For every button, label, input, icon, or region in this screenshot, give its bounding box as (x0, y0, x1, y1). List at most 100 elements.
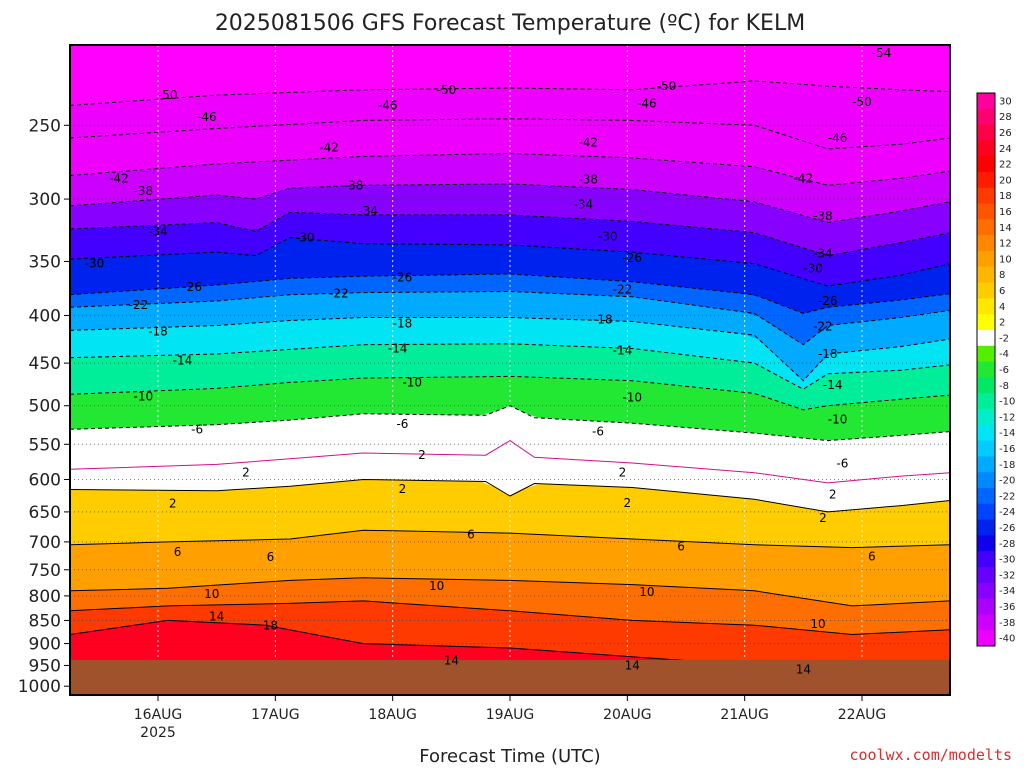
x-axis-label: Forecast Time (UTC) (419, 746, 600, 767)
isotherm-label: 14 (796, 663, 811, 677)
colorbar-label: 4 (999, 302, 1005, 313)
isotherm-label: -22 (813, 319, 833, 333)
isotherm-label: -18 (593, 312, 613, 326)
isotherm-label: -34 (148, 224, 168, 238)
isotherm-6 (70, 529, 950, 549)
colorbar-label: 22 (999, 160, 1012, 171)
colorbar-swatch (977, 108, 995, 126)
isotherm-label: 2 (242, 466, 250, 480)
colorbar-label: 8 (999, 270, 1005, 281)
isotherm-label: 14 (444, 653, 459, 667)
colorbar-label: 16 (999, 207, 1012, 218)
isotherm-label: 2 (624, 496, 632, 510)
colorbar-label: 6 (999, 286, 1005, 297)
isotherm-label: -50 (437, 83, 457, 97)
colorbar-swatch (977, 456, 995, 473)
colorbar-swatch (977, 345, 995, 363)
x-tick-label: 21AUG (720, 707, 769, 723)
isotherm--2 (70, 440, 950, 484)
y-tick-label: 900 (29, 635, 61, 655)
y-tick-label: 700 (29, 533, 61, 553)
colorbar-label: 12 (999, 239, 1012, 250)
isotherm--22 (70, 290, 950, 346)
isotherm-label: -42 (109, 171, 129, 185)
colorbar-swatch (977, 187, 995, 205)
y-tick-label: 800 (29, 587, 61, 607)
isotherm-label: -6 (396, 417, 408, 431)
colorbar-swatch (977, 377, 995, 394)
x-tick-year: 2025 (140, 725, 176, 741)
colorbar-swatch (977, 124, 995, 141)
x-tick-label: 18AUG (368, 707, 417, 723)
credit-link[interactable]: coolwx.com/modelts (849, 746, 1012, 764)
colorbar-swatch (977, 172, 995, 189)
isotherm-label: 2 (829, 488, 837, 502)
isotherm--50 (70, 80, 950, 106)
colorbar-label: -34 (999, 586, 1015, 597)
y-tick-label: 600 (29, 471, 61, 491)
colorbar-swatch (977, 614, 995, 631)
isotherm-label: -30 (85, 257, 105, 271)
isotherm-label: -10 (402, 375, 422, 389)
isotherm-label: 14 (625, 658, 640, 672)
colorbar-label: -28 (999, 539, 1015, 550)
isotherm--38 (70, 183, 950, 224)
colorbar-label: 28 (999, 112, 1012, 123)
isotherm-label: -38 (134, 184, 154, 198)
isotherm-label: -22 (329, 287, 349, 301)
isotherm-label: 2 (399, 482, 407, 496)
colorbar-swatch (977, 440, 995, 457)
isotherm-label: -38 (344, 178, 364, 192)
colorbar-swatch (977, 472, 995, 489)
colorbar-label: -2 (999, 333, 1009, 344)
colorbar-label: -38 (999, 618, 1015, 629)
x-tick-label: 17AUG (251, 707, 300, 723)
isotherm-label: 6 (174, 545, 182, 559)
isotherm-label: 6 (868, 550, 876, 564)
colorbar-label: -18 (999, 460, 1015, 471)
colorbar-label: 2 (999, 318, 1005, 329)
isotherm-label: -14 (823, 378, 843, 392)
y-tick-label: 400 (29, 306, 61, 326)
isotherm-label: -50 (158, 88, 178, 102)
isotherm--26 (70, 273, 950, 314)
isotherm--10 (70, 375, 950, 411)
colorbar-label: -8 (999, 381, 1009, 392)
isotherm-label: 2 (619, 466, 627, 480)
isotherm-label: -10 (134, 390, 154, 404)
isotherm-2 (70, 478, 950, 513)
colorbar-swatch (977, 140, 995, 157)
y-tick-label: 250 (29, 116, 61, 136)
isotherm-label: 6 (467, 527, 475, 541)
colorbar-label: 10 (999, 254, 1012, 265)
isotherm--18 (70, 317, 950, 382)
colorbar-label: 26 (999, 128, 1012, 139)
colorbar-swatch (977, 361, 995, 378)
y-tick-label: 850 (29, 611, 61, 631)
colorbar-swatch (977, 330, 995, 347)
colorbar-swatch (977, 266, 995, 284)
colorbar-swatch (977, 567, 995, 584)
isotherm--14 (70, 343, 950, 390)
isotherm-label: -22 (129, 298, 149, 312)
isotherm-label: 14 (209, 610, 224, 624)
colorbar-label: -16 (999, 444, 1015, 455)
isotherm-label: -30 (295, 231, 315, 245)
isotherm-label: -26 (393, 270, 413, 284)
isotherm-lines (70, 80, 950, 671)
isotherm-label: -46 (828, 131, 848, 145)
isotherm-label: 10 (639, 585, 654, 599)
colorbar-swatch (977, 235, 995, 252)
colorbar-label: -40 (999, 634, 1015, 645)
colorbar-swatch (977, 582, 995, 600)
chart-title: 2025081506 GFS Forecast Temperature (ºC)… (215, 11, 805, 36)
isotherm-label: -42 (794, 171, 814, 185)
colorbar-swatch (977, 535, 995, 552)
colorbar-label: -36 (999, 602, 1015, 613)
colorbar-swatch (977, 393, 995, 410)
isotherm-label: -46 (197, 110, 217, 124)
colorbar-swatch (977, 630, 995, 647)
y-tick-label: 950 (29, 656, 61, 676)
colorbar-swatch (977, 93, 995, 110)
isotherm--30 (70, 237, 950, 287)
